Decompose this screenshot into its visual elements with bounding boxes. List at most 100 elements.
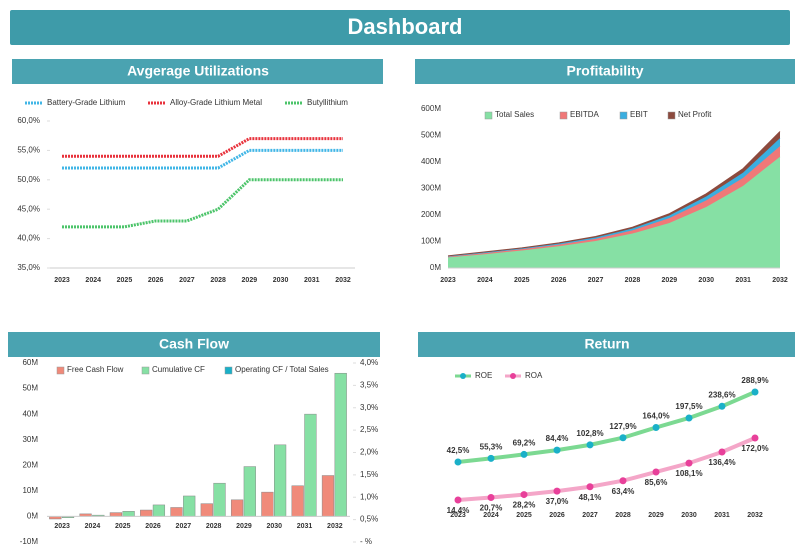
data-label: 85,6% (645, 478, 668, 487)
legend-label: Total Sales (495, 110, 534, 119)
data-label: 28,2% (513, 501, 536, 510)
legend-swatch (667, 111, 676, 120)
x-tick-label: 2030 (681, 512, 697, 519)
y-tick-label: 40M (22, 409, 38, 418)
bar (261, 491, 274, 517)
bar (183, 495, 196, 517)
bar (321, 475, 335, 517)
legend-label: ROE (475, 371, 492, 380)
area-edge (447, 131, 781, 257)
x-tick-label: 2026 (549, 512, 565, 519)
y-tick-label: 40,0% (17, 234, 40, 243)
data-label: 63,4% (612, 487, 635, 496)
series-line (457, 390, 756, 464)
x-tick-label: 2031 (714, 512, 730, 519)
data-label: 197,5% (675, 402, 702, 411)
series-line (62, 148, 343, 170)
x-tick-label: 2027 (588, 277, 604, 284)
bar (213, 482, 226, 517)
x-tick-label: 2027 (176, 523, 192, 530)
x-tick-label: 2029 (662, 277, 678, 284)
x-tick-label: 2024 (483, 512, 499, 519)
point (619, 477, 627, 485)
x-tick-label: 2030 (266, 523, 282, 530)
data-label: 102,8% (576, 429, 603, 438)
bar (230, 499, 244, 517)
point (487, 494, 495, 502)
legend-swatch (56, 366, 65, 375)
bar (122, 511, 135, 517)
point (454, 458, 462, 466)
x-tick-label: 2030 (273, 277, 289, 284)
x-tick-label: 2023 (440, 277, 456, 284)
point (487, 454, 495, 462)
point (553, 446, 561, 454)
chart-title: Profitability (566, 63, 643, 79)
data-label: 136,4% (708, 458, 735, 467)
x-tick-label: 2032 (747, 512, 763, 519)
x-tick-label: 2024 (85, 277, 101, 284)
legend-label: Alloy-Grade Lithium Metal (170, 98, 262, 107)
x-tick-label: 2027 (582, 512, 598, 519)
y-tick-label: -10M (20, 537, 39, 546)
y-tick-label: 10M (22, 486, 38, 495)
data-label: 42,5% (447, 446, 470, 455)
point (553, 487, 561, 495)
x-tick-label: 2029 (242, 277, 258, 284)
data-label: 69,2% (513, 439, 536, 448)
x-tick-label: 2025 (514, 277, 530, 284)
series-line (457, 436, 756, 502)
point (520, 491, 528, 499)
x-tick-label: 2032 (335, 277, 351, 284)
data-label: 37,0% (546, 497, 569, 506)
y2-tick-label: - % (360, 537, 372, 546)
x-tick-label: 2032 (772, 277, 788, 284)
legend-swatch (484, 111, 493, 120)
point (652, 468, 660, 476)
x-tick-label: 2031 (297, 523, 313, 530)
legend-label: Net Profit (678, 110, 712, 119)
legend-marker (460, 373, 466, 379)
point (751, 388, 759, 396)
panel-header (415, 59, 795, 84)
x-tick-label: 2032 (327, 523, 343, 530)
data-label: 108,1% (675, 469, 702, 478)
point (718, 448, 726, 456)
bar (243, 466, 256, 517)
point (718, 402, 726, 410)
point (652, 423, 660, 431)
y-tick-label: 50M (22, 384, 38, 393)
y-tick-label: 20M (22, 460, 38, 469)
x-tick-label: 2031 (735, 277, 751, 284)
point (586, 441, 594, 449)
chart-title: Avgerage Utilizations (127, 63, 269, 79)
data-label: 14,4% (447, 506, 470, 515)
point (520, 450, 528, 458)
y-tick-label: 30M (22, 435, 38, 444)
y2-tick-label: 2,5% (360, 425, 378, 434)
legend-label: EBITDA (570, 110, 600, 119)
x-tick-label: 2023 (54, 523, 70, 530)
bar (152, 504, 166, 517)
x-tick-label: 2028 (625, 277, 641, 284)
data-label: 55,3% (480, 442, 503, 451)
y2-tick-label: 4,0% (360, 358, 378, 367)
x-tick-label: 2026 (145, 523, 161, 530)
y-tick-label: 400M (421, 157, 441, 166)
dashboard-title: Dashboard (348, 14, 463, 39)
bar (274, 444, 287, 517)
x-tick-label: 2027 (179, 277, 195, 284)
x-tick-label: 2023 (54, 277, 70, 284)
x-tick-label: 2023 (450, 512, 466, 519)
area-fill (448, 146, 780, 258)
legend-label: Operating CF / Total Sales (235, 365, 329, 374)
y-tick-label: 50,0% (17, 175, 40, 184)
series-line (62, 178, 343, 229)
point (586, 483, 594, 491)
y2-tick-label: 1,5% (360, 470, 378, 479)
x-tick-label: 2024 (477, 277, 493, 284)
chart-title: Cash Flow (159, 336, 229, 352)
data-label: 84,4% (546, 434, 569, 443)
legend-label: Battery-Grade Lithium (47, 98, 126, 107)
